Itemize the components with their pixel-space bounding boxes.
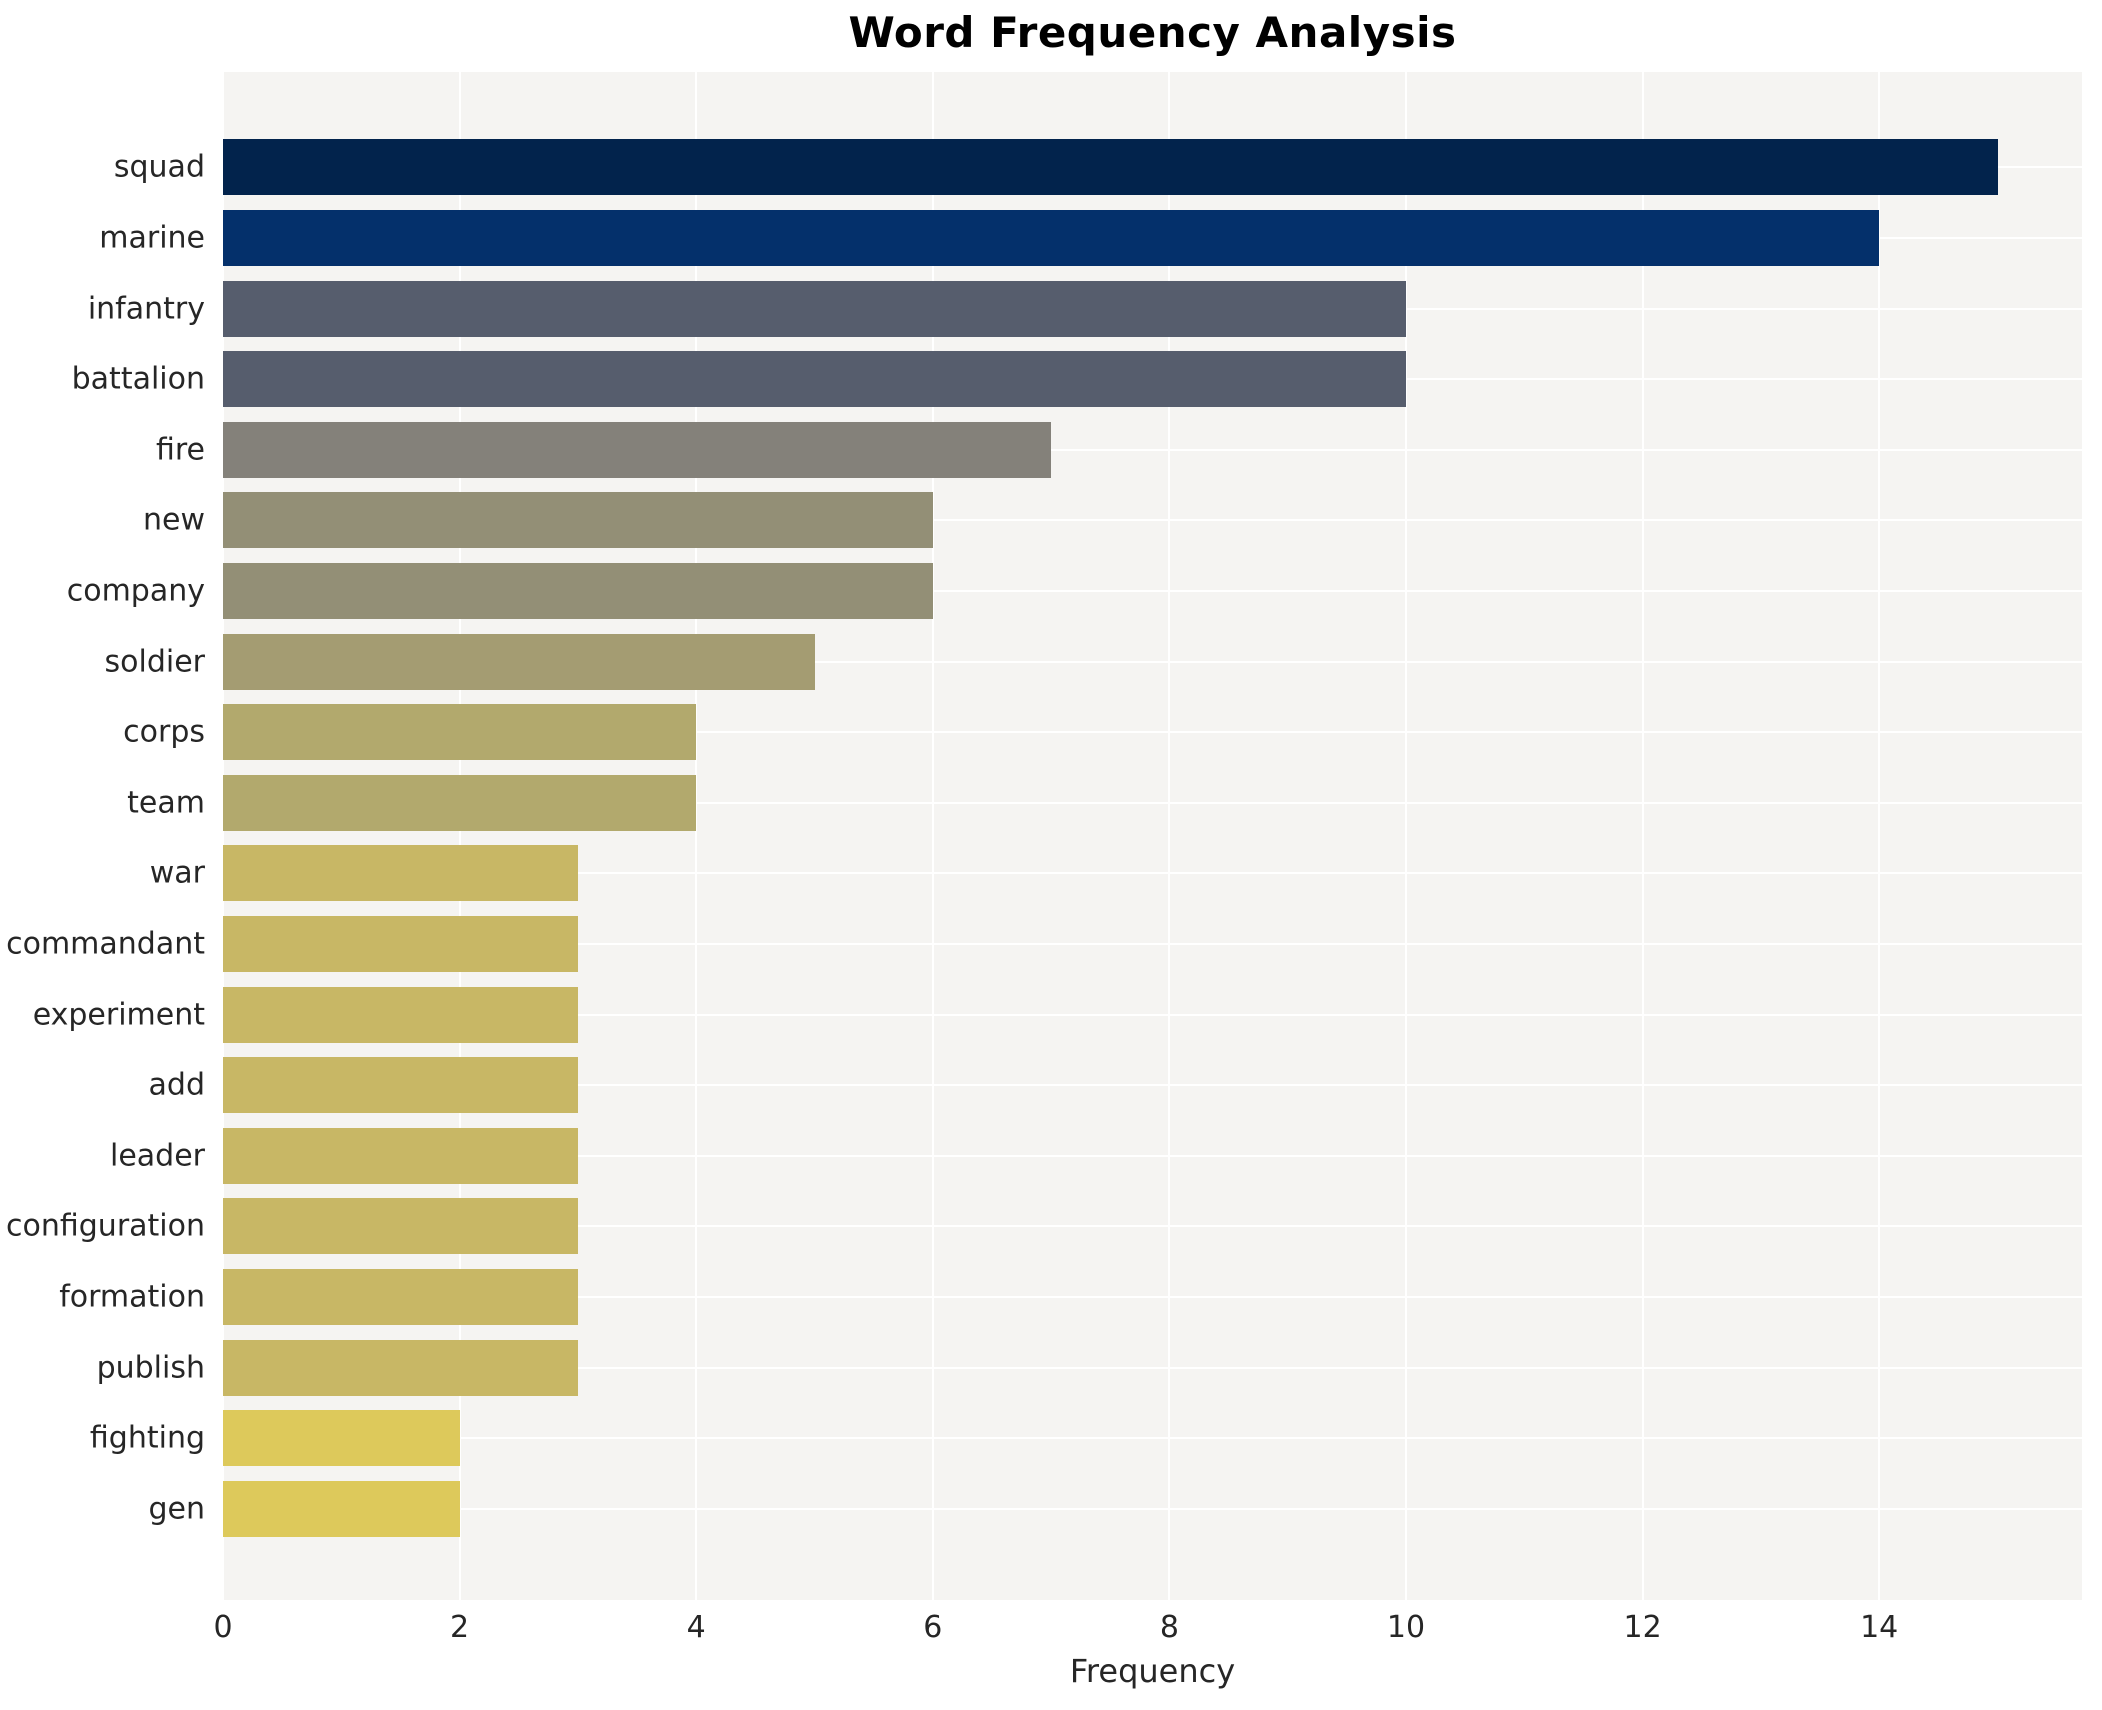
vertical-gridline bbox=[458, 72, 461, 1600]
vertical-gridline bbox=[1641, 72, 1644, 1600]
bar-infantry bbox=[223, 280, 1406, 337]
bar-fire bbox=[223, 421, 1052, 478]
vertical-gridline bbox=[222, 72, 224, 1600]
bar-war bbox=[223, 845, 578, 902]
horizontal-gridline bbox=[223, 1295, 2082, 1298]
y-tick-label-new: new bbox=[142, 502, 205, 538]
horizontal-gridline bbox=[223, 1154, 2082, 1157]
bar-add bbox=[223, 1057, 578, 1114]
y-tick-label-leader: leader bbox=[109, 1138, 205, 1174]
y-axis-labels: squad marine infantry battalion fire new compa… bbox=[0, 72, 205, 1600]
y-tick-label-war: war bbox=[149, 855, 205, 891]
x-tick-label-2: 2 bbox=[450, 1610, 470, 1645]
y-tick-label-formation: formation bbox=[59, 1279, 205, 1315]
horizontal-gridline bbox=[223, 660, 2082, 663]
vertical-gridline bbox=[1405, 72, 1407, 1600]
horizontal-gridline bbox=[223, 1437, 2082, 1440]
horizontal-gridline bbox=[223, 1366, 2082, 1369]
bar-corps bbox=[223, 704, 697, 761]
horizontal-gridline bbox=[223, 589, 2082, 592]
bar-publish bbox=[223, 1339, 578, 1396]
vertical-gridline bbox=[931, 72, 934, 1600]
y-tick-label-squad: squad bbox=[113, 149, 205, 185]
bar-squad bbox=[223, 139, 1998, 196]
bar-marine bbox=[223, 209, 1880, 266]
y-tick-label-commandant: commandant bbox=[6, 926, 205, 962]
chart-title: Word Frequency Analysis bbox=[848, 8, 1457, 57]
y-tick-label-gen: gen bbox=[148, 1491, 205, 1527]
y-tick-label-company: company bbox=[66, 573, 205, 609]
y-tick-label-publish: publish bbox=[96, 1350, 205, 1385]
bar-battalion bbox=[223, 351, 1406, 408]
horizontal-gridline bbox=[223, 801, 2082, 804]
x-tick-label-12: 12 bbox=[1623, 1610, 1662, 1645]
horizontal-gridline bbox=[223, 872, 2082, 875]
y-tick-label-experiment: experiment bbox=[32, 997, 205, 1032]
vertical-gridline bbox=[695, 72, 698, 1600]
horizontal-gridline bbox=[223, 942, 2082, 945]
x-tick-label-8: 8 bbox=[1159, 1610, 1179, 1645]
horizontal-gridline bbox=[223, 448, 2082, 451]
plot-area bbox=[222, 72, 2082, 1600]
y-tick-label-soldier: soldier bbox=[104, 644, 206, 679]
y-tick-label-marine: marine bbox=[99, 220, 205, 256]
bar-new bbox=[223, 492, 933, 549]
y-tick-label-fighting: fighting bbox=[89, 1420, 205, 1456]
vertical-gridline bbox=[1168, 72, 1171, 1600]
bar-company bbox=[223, 562, 933, 619]
y-tick-label-battalion: battalion bbox=[71, 361, 205, 397]
horizontal-gridline bbox=[223, 1013, 2082, 1016]
y-tick-label-corps: corps bbox=[123, 714, 205, 750]
y-tick-label-fire: fire bbox=[155, 432, 205, 468]
bar-gen bbox=[223, 1480, 460, 1537]
bar-formation bbox=[223, 1268, 578, 1325]
horizontal-gridline bbox=[223, 1507, 2082, 1510]
x-tick-label-14: 14 bbox=[1860, 1610, 1899, 1645]
y-tick-label-configuration: configuration bbox=[6, 1208, 205, 1244]
bar-commandant bbox=[223, 915, 578, 972]
y-tick-label-add: add bbox=[148, 1067, 205, 1103]
x-tick-label-10: 10 bbox=[1386, 1610, 1426, 1645]
bar-leader bbox=[223, 1127, 578, 1184]
bar-soldier bbox=[223, 633, 815, 690]
x-axis-ticks: 0 2 4 6 8 10 12 14 bbox=[0, 1610, 2102, 1650]
horizontal-gridline bbox=[223, 519, 2082, 522]
bar-experiment bbox=[223, 986, 578, 1043]
y-tick-label-infantry: infantry bbox=[87, 291, 205, 326]
x-tick-label-6: 6 bbox=[923, 1610, 943, 1645]
horizontal-gridline bbox=[223, 731, 2082, 734]
x-tick-label-4: 4 bbox=[686, 1610, 706, 1645]
bar-fighting bbox=[223, 1410, 460, 1467]
bar-team bbox=[223, 774, 697, 831]
bar-configuration bbox=[223, 1198, 578, 1255]
horizontal-gridline bbox=[223, 1084, 2082, 1087]
horizontal-gridline bbox=[223, 1225, 2082, 1228]
y-tick-label-team: team bbox=[127, 785, 205, 821]
x-axis-label: Frequency bbox=[1069, 1652, 1236, 1690]
x-tick-label-0: 0 bbox=[213, 1610, 233, 1645]
vertical-gridline bbox=[1878, 72, 1881, 1600]
